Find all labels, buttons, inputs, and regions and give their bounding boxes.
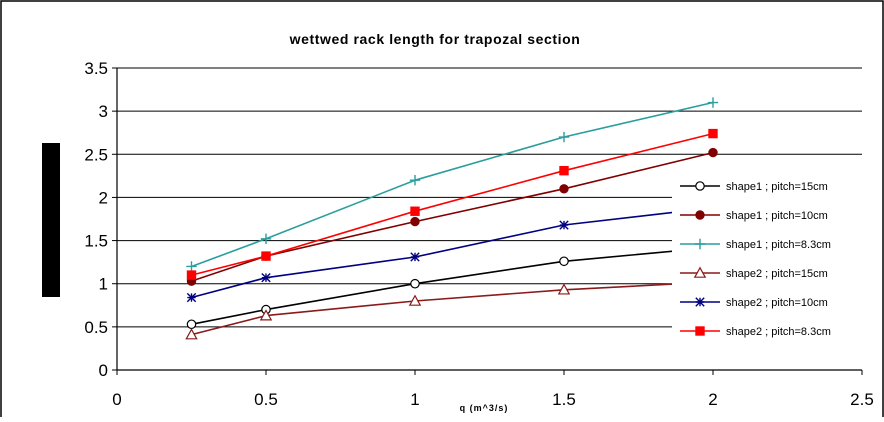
x-tick-label: 2.5: [850, 390, 874, 409]
x-tick-label: 1: [410, 390, 419, 409]
data-point: [558, 131, 570, 143]
data-point: [410, 252, 420, 262]
legend-entry: shape2 ; pitch=8.3cm: [680, 326, 831, 338]
legend-background: [672, 174, 868, 346]
legend-label: shape2 ; pitch=10cm: [726, 297, 828, 309]
y-tick-label: 1.5: [84, 232, 108, 251]
x-tick-label: 0.5: [254, 390, 278, 409]
series-group: [186, 97, 719, 272]
axes: [112, 67, 863, 375]
x-tick-label: 0: [112, 390, 121, 409]
data-point: [260, 233, 272, 245]
tick-labels: 0 0.5 1 1.5 2 2.5 3 3.5 0 0.5 1 1.5 2 2.5: [84, 59, 873, 409]
data-point: [409, 174, 421, 186]
data-point: [708, 147, 718, 158]
legend-label: shape2 ; pitch=15cm: [726, 268, 828, 280]
y-tick-label: 2.5: [84, 145, 108, 164]
data-point: [185, 328, 198, 340]
data-point: [557, 283, 571, 295]
x-tick-label: 1.5: [552, 390, 576, 409]
data-point: [186, 261, 197, 272]
data-point: [186, 270, 197, 280]
legend: shape1 ; pitch=15cm shape1 ; pitch=10cm sh…: [672, 174, 868, 346]
data-point: [410, 278, 420, 289]
data-point: [707, 97, 719, 108]
legend-label: shape1 ; pitch=10cm: [726, 210, 828, 222]
data-point: [559, 220, 569, 230]
y-tick-label: 3: [99, 102, 108, 121]
legend-label: shape2 ; pitch=8.3cm: [726, 326, 831, 338]
legend-entry: shape2 ; pitch=10cm: [680, 297, 828, 309]
chart-title: wettwed rack length for trapozal section: [289, 31, 581, 47]
y-tick-label: 0: [99, 361, 108, 380]
data-point: [259, 309, 273, 321]
data-point: [408, 294, 422, 306]
legend-label: shape1 ; pitch=8.3cm: [726, 239, 831, 251]
x-tick-label: 2: [708, 390, 717, 409]
series-group: [186, 207, 714, 303]
redaction-bar: [42, 143, 60, 297]
data-point: [559, 184, 569, 194]
legend-label: shape1 ; pitch=15cm: [726, 181, 828, 193]
y-tick-label: 2: [99, 188, 108, 207]
data-point: [695, 210, 705, 220]
data-point: [261, 251, 271, 261]
data-point: [261, 272, 271, 283]
series-lines: [185, 97, 719, 340]
data-point: [695, 326, 705, 336]
legend-entry: shape1 ; pitch=15cm: [680, 181, 828, 193]
data-point: [693, 266, 707, 278]
legend-entry: shape1 ; pitch=10cm: [680, 210, 828, 222]
data-point: [186, 319, 197, 330]
series-group: [185, 281, 714, 340]
series-group: [186, 128, 718, 280]
x-axis-label: q (m^3/s): [460, 403, 509, 413]
data-point: [410, 206, 420, 216]
data-point: [708, 128, 718, 139]
legend-entry: shape1 ; pitch=8.3cm: [680, 238, 831, 251]
data-point: [695, 297, 705, 307]
data-point: [186, 292, 197, 303]
data-point: [694, 238, 706, 250]
y-tick-label: 1: [99, 275, 108, 294]
y-tick-label: 0.5: [84, 318, 108, 337]
data-point: [559, 256, 569, 267]
data-point: [695, 181, 705, 191]
legend-entry: shape2 ; pitch=15cm: [680, 266, 828, 280]
data-point: [410, 216, 420, 227]
data-point: [559, 165, 569, 176]
y-tick-label: 3.5: [84, 59, 108, 78]
